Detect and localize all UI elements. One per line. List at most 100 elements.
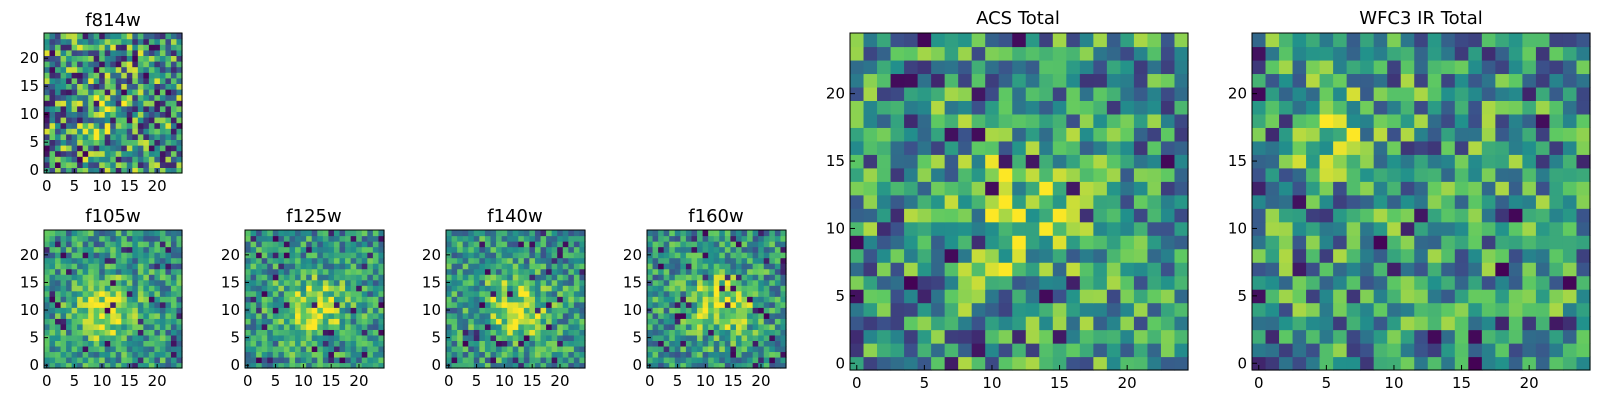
heatmap-cell (1495, 248, 1510, 263)
heatmap-cell (44, 122, 51, 129)
heatmap-cell (674, 246, 681, 253)
heatmap-cell (512, 230, 519, 237)
heatmap-cell (551, 345, 558, 353)
heatmap-cell (1066, 289, 1081, 304)
heatmap-cell (774, 274, 782, 281)
heatmap-cell (126, 307, 133, 314)
heatmap-cell (904, 73, 919, 88)
heatmap-cell (1052, 181, 1067, 196)
heatmap-cell (311, 252, 318, 259)
heatmap-cell (82, 83, 89, 90)
heatmap-cell (1576, 221, 1591, 236)
heatmap-cell (170, 345, 178, 353)
heatmap-cell (71, 268, 78, 275)
heatmap-cell (143, 161, 150, 168)
heatmap-cell (1174, 194, 1189, 209)
heatmap-cell (752, 312, 759, 319)
heatmap-cell (998, 235, 1013, 250)
heatmap-cell (1093, 316, 1108, 331)
heatmap-cell (159, 307, 167, 314)
heatmap-cell (551, 318, 558, 325)
heatmap-cell (1522, 181, 1537, 196)
heatmap-cell (1093, 127, 1108, 142)
heatmap-cell (890, 46, 905, 61)
heatmap-cell (741, 290, 748, 297)
heatmap-cell (877, 73, 892, 88)
heatmap-cell (1387, 289, 1402, 304)
heatmap-cell (747, 263, 754, 270)
heatmap-cell (1106, 194, 1121, 209)
heatmap-cell (143, 145, 150, 152)
heatmap-cell (66, 362, 73, 369)
heatmap-cell (328, 252, 335, 259)
heatmap-cell (1508, 100, 1523, 115)
heatmap-cell (758, 334, 765, 341)
heatmap-cell (1133, 356, 1149, 371)
heatmap-cell (724, 268, 731, 275)
heatmap-cell (154, 33, 161, 40)
heatmap-cell (148, 117, 155, 124)
heatmap-cell (680, 296, 687, 303)
heatmap-cell (917, 262, 932, 277)
heatmap-cell (82, 274, 89, 281)
heatmap-cell (82, 362, 89, 369)
heatmap-cell (278, 351, 285, 358)
heatmap-cell (66, 117, 73, 124)
heatmap-cell (546, 296, 553, 303)
heatmap-cell (137, 318, 144, 325)
heatmap-cell (361, 301, 368, 308)
heatmap-cell (1562, 316, 1578, 331)
axes-frame (849, 32, 1189, 371)
heatmap-cell (518, 263, 525, 270)
heatmap-cell (917, 167, 932, 182)
heatmap-cell (115, 345, 122, 353)
heatmap-cell (669, 362, 676, 369)
heatmap-cell (99, 290, 106, 297)
heatmap-cell (55, 49, 62, 56)
heatmap-cell (468, 296, 475, 303)
heatmap-cell (311, 268, 318, 275)
heatmap-cell (378, 296, 385, 303)
heatmap-cell (917, 127, 932, 142)
heatmap-cell (708, 362, 715, 369)
heatmap-cell (1120, 140, 1135, 155)
heatmap-cell (272, 274, 279, 281)
heatmap-cell (998, 154, 1013, 169)
heatmap-cell (1052, 140, 1067, 155)
heatmap-cell (356, 329, 363, 336)
heatmap-cell (66, 252, 73, 259)
heatmap-cell (115, 105, 122, 112)
heatmap-cell (1066, 316, 1081, 331)
heatmap-cell (462, 257, 469, 264)
heatmap-cell (154, 128, 161, 135)
heatmap-cell (88, 77, 95, 84)
heatmap-cell (850, 289, 865, 304)
heatmap-cell (378, 345, 385, 353)
heatmap-cell (741, 362, 748, 369)
heatmap-cell (501, 296, 508, 303)
heatmap-cell (126, 285, 133, 292)
heatmap-cell (1306, 262, 1321, 277)
heatmap-cell (496, 246, 503, 253)
heatmap-cell (507, 356, 514, 364)
heatmap-cell (958, 33, 973, 48)
heatmap-cell (1093, 167, 1108, 182)
heatmap-cell (985, 46, 1000, 61)
heatmap-cell (741, 340, 748, 347)
heatmap-cell (1360, 316, 1375, 331)
heatmap-cell (663, 290, 670, 297)
heatmap-cell (71, 230, 78, 237)
heatmap-cell (154, 44, 161, 51)
heatmap-cell (697, 290, 704, 297)
heatmap-cell (121, 312, 128, 319)
heatmap-cell (652, 312, 659, 319)
heatmap-cell (562, 329, 569, 336)
heatmap-cell (121, 38, 128, 45)
heatmap-cell (507, 340, 514, 347)
heatmap-cell (289, 230, 296, 237)
heatmap-cell (93, 279, 100, 286)
heatmap-cell (99, 263, 106, 270)
heatmap-cell (267, 290, 274, 297)
heatmap-cell (985, 356, 1000, 371)
